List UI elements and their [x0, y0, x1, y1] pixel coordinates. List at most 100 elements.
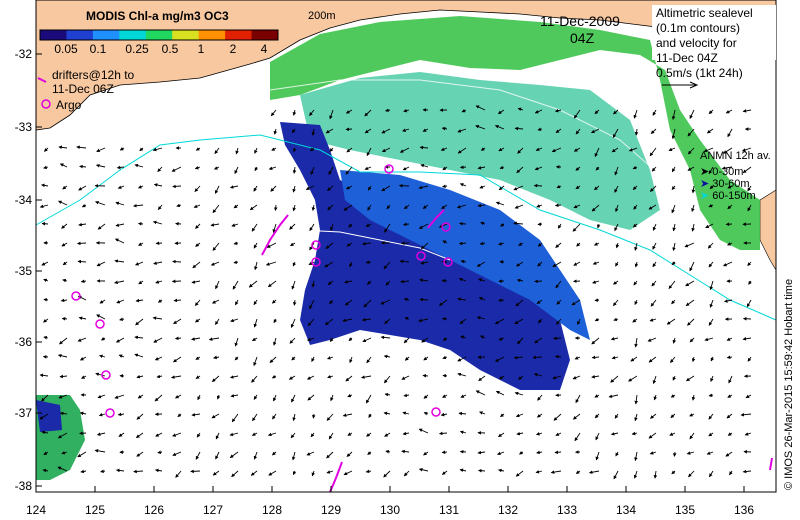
velocity-arrow: [401, 449, 410, 454]
velocity-arrow: [171, 166, 182, 172]
velocity-arrow: [43, 335, 49, 340]
velocity-arrow: [614, 223, 619, 232]
velocity-arrow: [710, 375, 714, 382]
velocity-arrow: [422, 128, 429, 132]
velocity-arrow: [307, 337, 315, 341]
velocity-arrow: [442, 355, 448, 360]
velocity-arrow: [194, 299, 201, 306]
velocity-arrow: [513, 185, 524, 191]
velocity-arrow: [591, 337, 600, 345]
velocity-arrow: [175, 470, 182, 478]
velocity-arrow: [135, 432, 144, 438]
velocity-arrow: [649, 185, 657, 192]
velocity-arrow: [231, 413, 239, 423]
velocity-arrow: [343, 470, 353, 476]
velocity-arrow: [684, 242, 695, 248]
chl-shelf-cyan: [300, 72, 660, 230]
velocity-arrow: [671, 470, 676, 475]
velocity-arrow: [479, 185, 486, 189]
velocity-arrow: [613, 470, 619, 480]
velocity-arrow: [79, 431, 87, 436]
y-tick-label: -32: [14, 47, 32, 61]
x-tick-label: 127: [202, 503, 224, 517]
colorbar-segment: [66, 30, 94, 40]
velocity-arrow: [710, 356, 715, 362]
velocity-arrow: [215, 451, 220, 460]
velocity-arrow: [347, 432, 353, 436]
velocity-arrow: [418, 223, 429, 229]
velocity-arrow: [441, 278, 448, 283]
velocity-arrow: [634, 337, 638, 348]
velocity-arrow: [478, 468, 486, 473]
velocity-arrow: [253, 394, 258, 400]
velocity-arrow: [311, 470, 315, 477]
velocity-arrow: [418, 318, 429, 323]
velocity-arrow: [115, 223, 125, 227]
velocity-arrow: [672, 375, 676, 381]
velocity-arrow: [423, 394, 429, 399]
velocity-arrow: [383, 470, 391, 478]
velocity-arrow: [402, 166, 410, 171]
velocity-arrow: [649, 147, 657, 157]
velocity-arrow: [575, 185, 581, 190]
velocity-arrow: [652, 223, 657, 231]
velocity-arrow: [555, 242, 562, 248]
velocity-arrow: [312, 413, 316, 419]
velocity-arrow: [139, 147, 144, 152]
velocity-arrow: [325, 242, 334, 249]
velocity-arrow: [39, 204, 49, 209]
velocity-arrow: [498, 432, 505, 438]
velocity-arrow: [157, 204, 163, 210]
velocity-arrow: [456, 204, 467, 209]
altimetry-line3: and velocity for: [656, 36, 737, 50]
velocity-arrow: [230, 318, 239, 323]
velocity-arrow: [498, 242, 505, 246]
velocity-arrow: [514, 318, 524, 325]
velocity-arrow: [96, 314, 106, 320]
velocity-arrow: [270, 109, 277, 117]
velocity-arrow: [328, 432, 334, 440]
velocity-arrow: [327, 185, 334, 191]
velocity-arrow: [290, 318, 296, 328]
velocity-arrow: [500, 223, 505, 227]
velocity-arrow: [594, 109, 600, 115]
velocity-arrow: [195, 147, 201, 151]
velocity-arrow: [575, 394, 581, 404]
velocity-arrow: [515, 470, 524, 477]
velocity-arrow: [591, 204, 600, 212]
velocity-arrow: [746, 299, 752, 308]
velocity-arrow: [57, 466, 68, 472]
argo-legend-label: Argo: [56, 98, 82, 112]
velocity-arrow: [346, 451, 353, 457]
drifters-legend-line1: drifters@12h to: [52, 68, 135, 82]
velocity-arrow: [652, 242, 657, 250]
velocity-arrow: [61, 242, 68, 247]
velocity-arrow: [420, 163, 429, 168]
velocity-arrow: [706, 451, 714, 455]
velocity-arrow: [154, 356, 163, 361]
velocity-arrow: [634, 413, 638, 422]
velocity-arrow: [705, 223, 714, 229]
velocity-arrow: [62, 261, 68, 266]
velocity-arrow: [268, 470, 277, 476]
velocity-arrow: [748, 280, 752, 285]
velocity-arrow: [479, 411, 486, 415]
x-tick-label: 134: [615, 503, 637, 517]
velocity-arrow: [99, 354, 106, 359]
velocity-arrow: [330, 394, 334, 402]
velocity-arrow: [136, 413, 144, 420]
velocity-arrow: [726, 413, 733, 419]
date-label: 11-Dec-2009: [540, 13, 620, 29]
velocity-arrow: [573, 204, 581, 209]
velocity-arrow: [195, 318, 201, 323]
velocity-arrow: [747, 204, 752, 212]
velocity-arrow: [380, 335, 391, 340]
velocity-arrow: [191, 337, 201, 341]
velocity-arrow: [421, 337, 429, 343]
velocity-arrow: [727, 242, 733, 246]
velocity-arrow: [248, 280, 258, 288]
velocity-arrow: [307, 318, 315, 327]
velocity-arrow: [324, 318, 334, 326]
velocity-arrow: [671, 185, 676, 190]
velocity-arrow: [254, 147, 258, 154]
